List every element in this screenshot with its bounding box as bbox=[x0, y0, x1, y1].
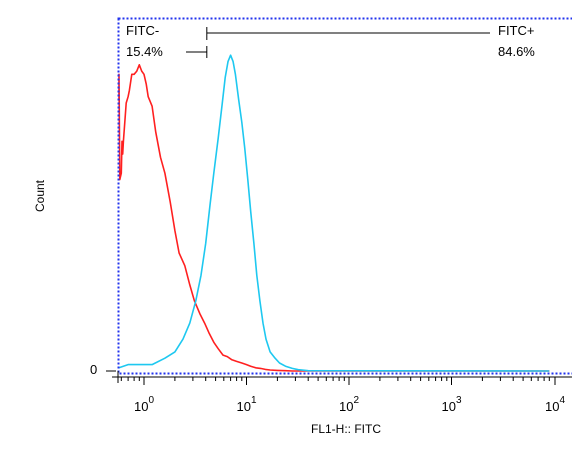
x-axis-label: FL1-H:: FITC bbox=[311, 422, 381, 436]
series-line-2 bbox=[118, 54, 550, 372]
x-tick-label-4: 104 bbox=[545, 395, 565, 414]
series-line-1 bbox=[118, 64, 550, 372]
x-tick-label-1: 101 bbox=[237, 395, 257, 414]
gate-pos-name: FITC+ bbox=[498, 23, 534, 38]
y-axis-label: Count bbox=[33, 179, 47, 212]
x-tick-label-2: 102 bbox=[339, 395, 359, 414]
gate-neg-percent: 15.4% bbox=[126, 44, 163, 59]
y-tick-label-0: 0 bbox=[90, 362, 97, 377]
x-tick-label-0: 100 bbox=[134, 395, 154, 414]
axis-layer: 0 100 101 102 103 104 bbox=[90, 362, 572, 414]
plot-background bbox=[118, 18, 572, 374]
plot-border bbox=[117, 17, 572, 375]
gate-layer: FITC- 15.4% FITC+ 84.6% bbox=[126, 23, 535, 59]
gate-neg-name: FITC- bbox=[126, 23, 159, 38]
x-tick-label-3: 103 bbox=[442, 395, 462, 414]
series-layer bbox=[118, 54, 550, 372]
gate-pos-percent: 84.6% bbox=[498, 44, 535, 59]
